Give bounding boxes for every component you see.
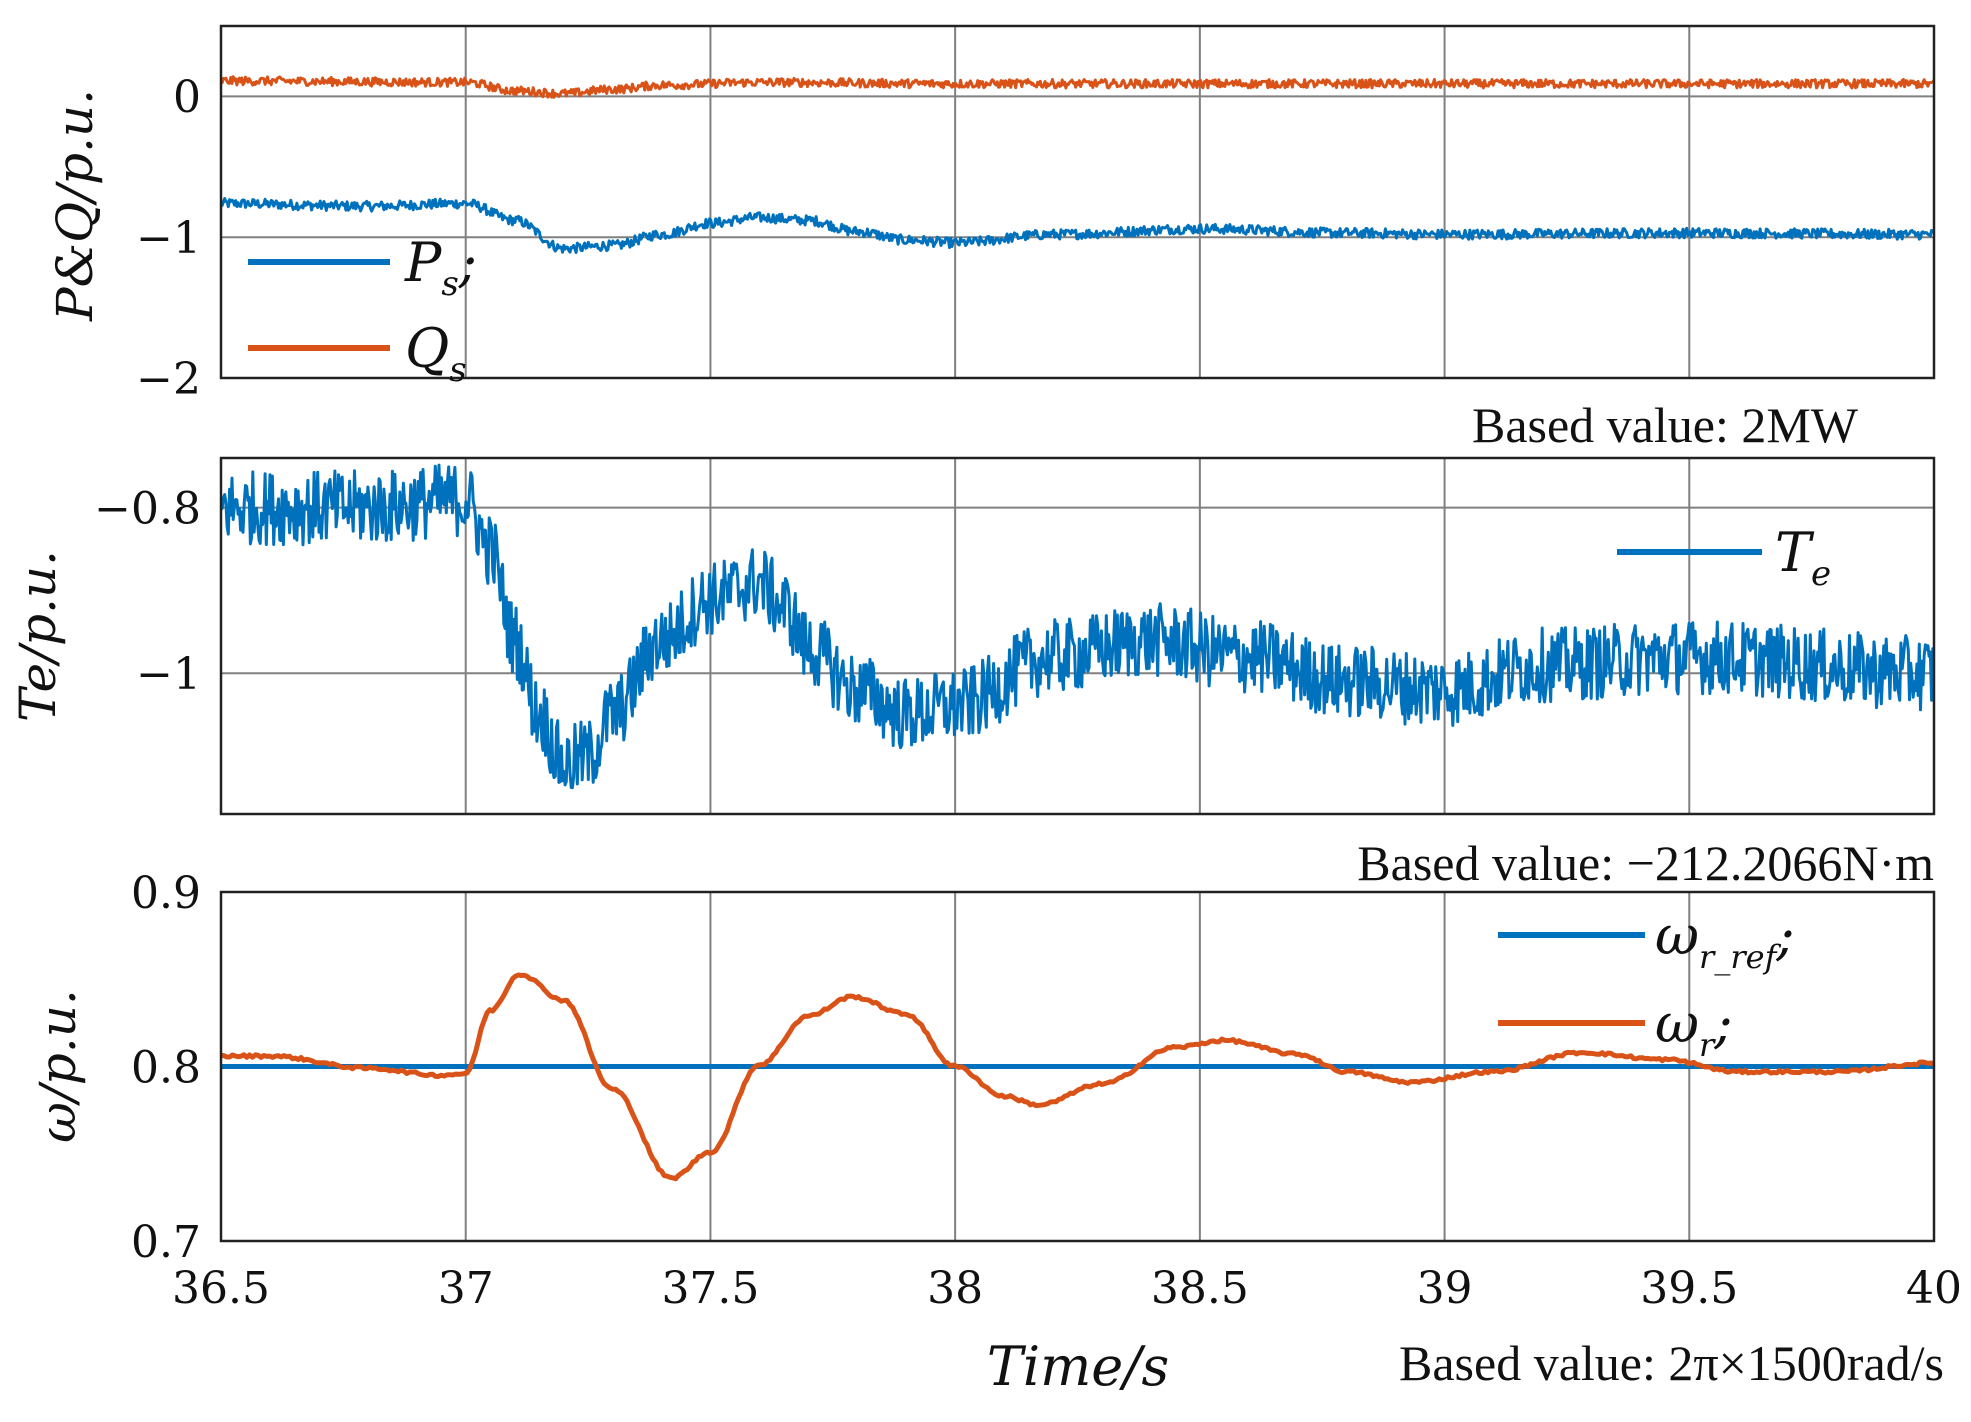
ytick-label-1-0: −1 [136,649,201,700]
xtick-label-0: 36.5 [172,1263,270,1314]
te-series [221,463,1934,790]
te-ytick-labels: −1 −0.8 [94,484,201,701]
omega-legend: ωr_ref; ωr; [1498,904,1795,1064]
ytick-label-2-1: 0.8 [131,1042,201,1093]
omega-series [221,972,1934,1182]
pq-legend: Ps; Qs [248,231,477,390]
ytick-label-2-2: 0.9 [131,868,201,919]
ytick-label-1-1: −0.8 [94,484,201,535]
te-ylabel: Te/p.u. [9,550,67,722]
x-axis-label: Time/s [987,1335,1169,1398]
te-legend: Te [1617,521,1831,594]
xtick-label-5: 39 [1417,1263,1473,1314]
xtick-label-1: 37 [438,1263,494,1314]
panel-pq: −2 −1 0 P&Q/p.u. Ps; Qs Based value: 2MW [46,24,1936,453]
series-line-Te [221,463,1934,790]
xtick-label-6: 39.5 [1640,1263,1738,1314]
pq-series [221,75,1934,254]
ytick-label-0-1: −1 [136,213,201,264]
legend-label-ps: Ps; [404,231,477,304]
omega-axes-box [219,890,1936,1243]
ytick-label-0-0: −2 [136,354,201,405]
xtick-label-4: 38.5 [1151,1263,1249,1314]
omega-ytick-labels: 0.7 0.8 0.9 [131,868,201,1268]
xtick-label-7: 40 [1906,1263,1962,1314]
series-line-ωr [221,972,1934,1182]
legend-label-wr: ωr; [1655,992,1733,1064]
pq-ylabel: P&Q/p.u. [46,89,104,322]
legend-label-wref: ωr_ref; [1655,904,1795,976]
omega-base-value-note: Based value: 2π×1500rad/s [1399,1335,1944,1391]
legend-label-qs: Qs [405,317,467,390]
te-base-value-note: Based value: −212.2066N·m [1357,835,1934,891]
xtick-label-2: 37.5 [661,1263,759,1314]
pq-ytick-labels: −2 −1 0 [136,72,201,405]
pq-axes-box [219,24,1936,380]
series-line-Qs [221,75,1934,99]
xtick-label-3: 38 [927,1263,983,1314]
omega-ylabel: ω/p.u. [29,989,87,1143]
ytick-label-0-2: 0 [173,72,201,123]
te-axes-box [219,456,1936,816]
legend-label-te: Te [1775,521,1831,594]
panel-omega: 0.7 0.8 0.9 36.5 37 37.5 38 38.5 39 39.5 40 ω/p.u… [29,868,1962,1398]
pq-base-value-note: Based value: 2MW [1472,397,1859,453]
panel-te: −1 −0.8 Te/p.u. Te Based value: −212.2066… [9,456,1936,891]
x-tick-labels: 36.5 37 37.5 38 38.5 39 39.5 40 [172,1263,1962,1314]
ytick-label-2-0: 0.7 [131,1217,201,1268]
series-line-Ps [221,197,1934,254]
